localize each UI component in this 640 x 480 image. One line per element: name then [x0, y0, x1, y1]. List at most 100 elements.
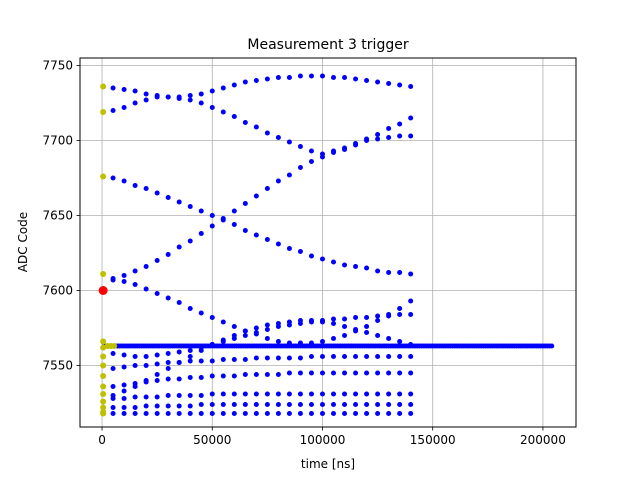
data-point: [242, 228, 248, 233]
data-point: [143, 264, 149, 269]
data-point: [342, 333, 348, 338]
data-point: [264, 411, 270, 416]
data-point: [397, 312, 403, 317]
data-point: [220, 339, 226, 344]
data-point: [297, 144, 303, 149]
data-point: [408, 133, 414, 139]
data-point: [253, 124, 259, 130]
data-point: [209, 342, 215, 347]
data-point: [176, 411, 182, 416]
data-point: [331, 316, 337, 322]
data-point: [386, 135, 392, 140]
data-point: [110, 351, 116, 356]
data-point: [375, 79, 381, 85]
data-point: [319, 354, 325, 359]
x-axis-label: time [ns]: [301, 457, 355, 471]
plot-area: [98, 73, 555, 417]
data-point: [132, 282, 138, 287]
y-tick-label: 7750: [42, 59, 73, 73]
data-point: [319, 391, 325, 397]
data-point: [286, 370, 292, 376]
data-point: [297, 73, 303, 79]
data-point: [165, 195, 171, 200]
data-point: [331, 354, 337, 359]
data-point: [209, 88, 215, 94]
data-point: [397, 402, 403, 407]
early-sample-point: [100, 410, 107, 417]
data-point: [176, 244, 182, 250]
data-point: [353, 354, 359, 359]
data-point: [331, 411, 337, 416]
data-point: [297, 370, 303, 376]
data-point: [308, 253, 314, 259]
data-point: [353, 76, 359, 82]
data-point: [386, 270, 392, 275]
data-point: [154, 291, 160, 296]
data-point: [253, 325, 259, 331]
data-point: [397, 411, 403, 416]
data-point: [275, 402, 281, 407]
data-point: [242, 357, 248, 362]
data-point: [297, 402, 303, 407]
data-point: [154, 361, 160, 367]
data-point: [198, 208, 204, 214]
data-point: [242, 328, 248, 334]
data-point: [397, 82, 403, 88]
data-point: [264, 130, 270, 136]
data-point: [220, 109, 226, 115]
data-point: [176, 403, 182, 409]
data-point: [364, 265, 370, 271]
data-point: [397, 354, 403, 359]
data-point: [220, 402, 226, 407]
data-point: [143, 379, 149, 385]
data-point: [308, 340, 314, 346]
data-point: [176, 96, 182, 101]
data-point: [110, 85, 116, 91]
data-point: [286, 355, 292, 361]
data-point: [353, 327, 359, 332]
data-point: [121, 396, 127, 401]
data-point: [386, 126, 392, 131]
data-point: [319, 154, 325, 160]
data-point: [353, 264, 359, 269]
data-point: [275, 178, 281, 184]
data-point: [386, 313, 392, 319]
data-point: [286, 246, 292, 251]
data-point: [143, 411, 149, 416]
data-point: [264, 372, 270, 377]
data-point: [408, 84, 414, 89]
axes-frame: [79, 57, 577, 428]
data-point: [331, 402, 337, 407]
data-point: [165, 94, 171, 100]
y-axis-label: ADC Code: [16, 212, 30, 272]
data-point: [176, 393, 182, 398]
data-point: [364, 370, 370, 376]
data-point: [375, 411, 381, 416]
data-point: [143, 286, 149, 292]
data-point: [121, 411, 127, 416]
data-point: [319, 411, 325, 416]
data-point: [364, 402, 370, 407]
data-point: [176, 376, 182, 382]
data-point: [286, 402, 292, 407]
data-point: [364, 411, 370, 416]
data-point: [286, 139, 292, 145]
data-point: [154, 352, 160, 358]
data-point: [397, 121, 403, 127]
axis-ticks: 0 50000 100000 150000 200000 7550 7600 7650 7700…: [42, 59, 565, 448]
data-point: [110, 405, 116, 410]
data-point: [121, 364, 127, 370]
data-point: [121, 87, 127, 92]
data-point: [231, 222, 237, 227]
data-point: [308, 159, 314, 164]
data-point: [342, 370, 348, 376]
data-point: [165, 295, 171, 301]
data-point: [308, 402, 314, 407]
data-point: [353, 141, 359, 146]
data-point: [375, 354, 381, 359]
data-point: [264, 402, 270, 407]
data-point: [187, 354, 193, 359]
data-point: [187, 411, 193, 416]
data-point: [143, 97, 149, 103]
